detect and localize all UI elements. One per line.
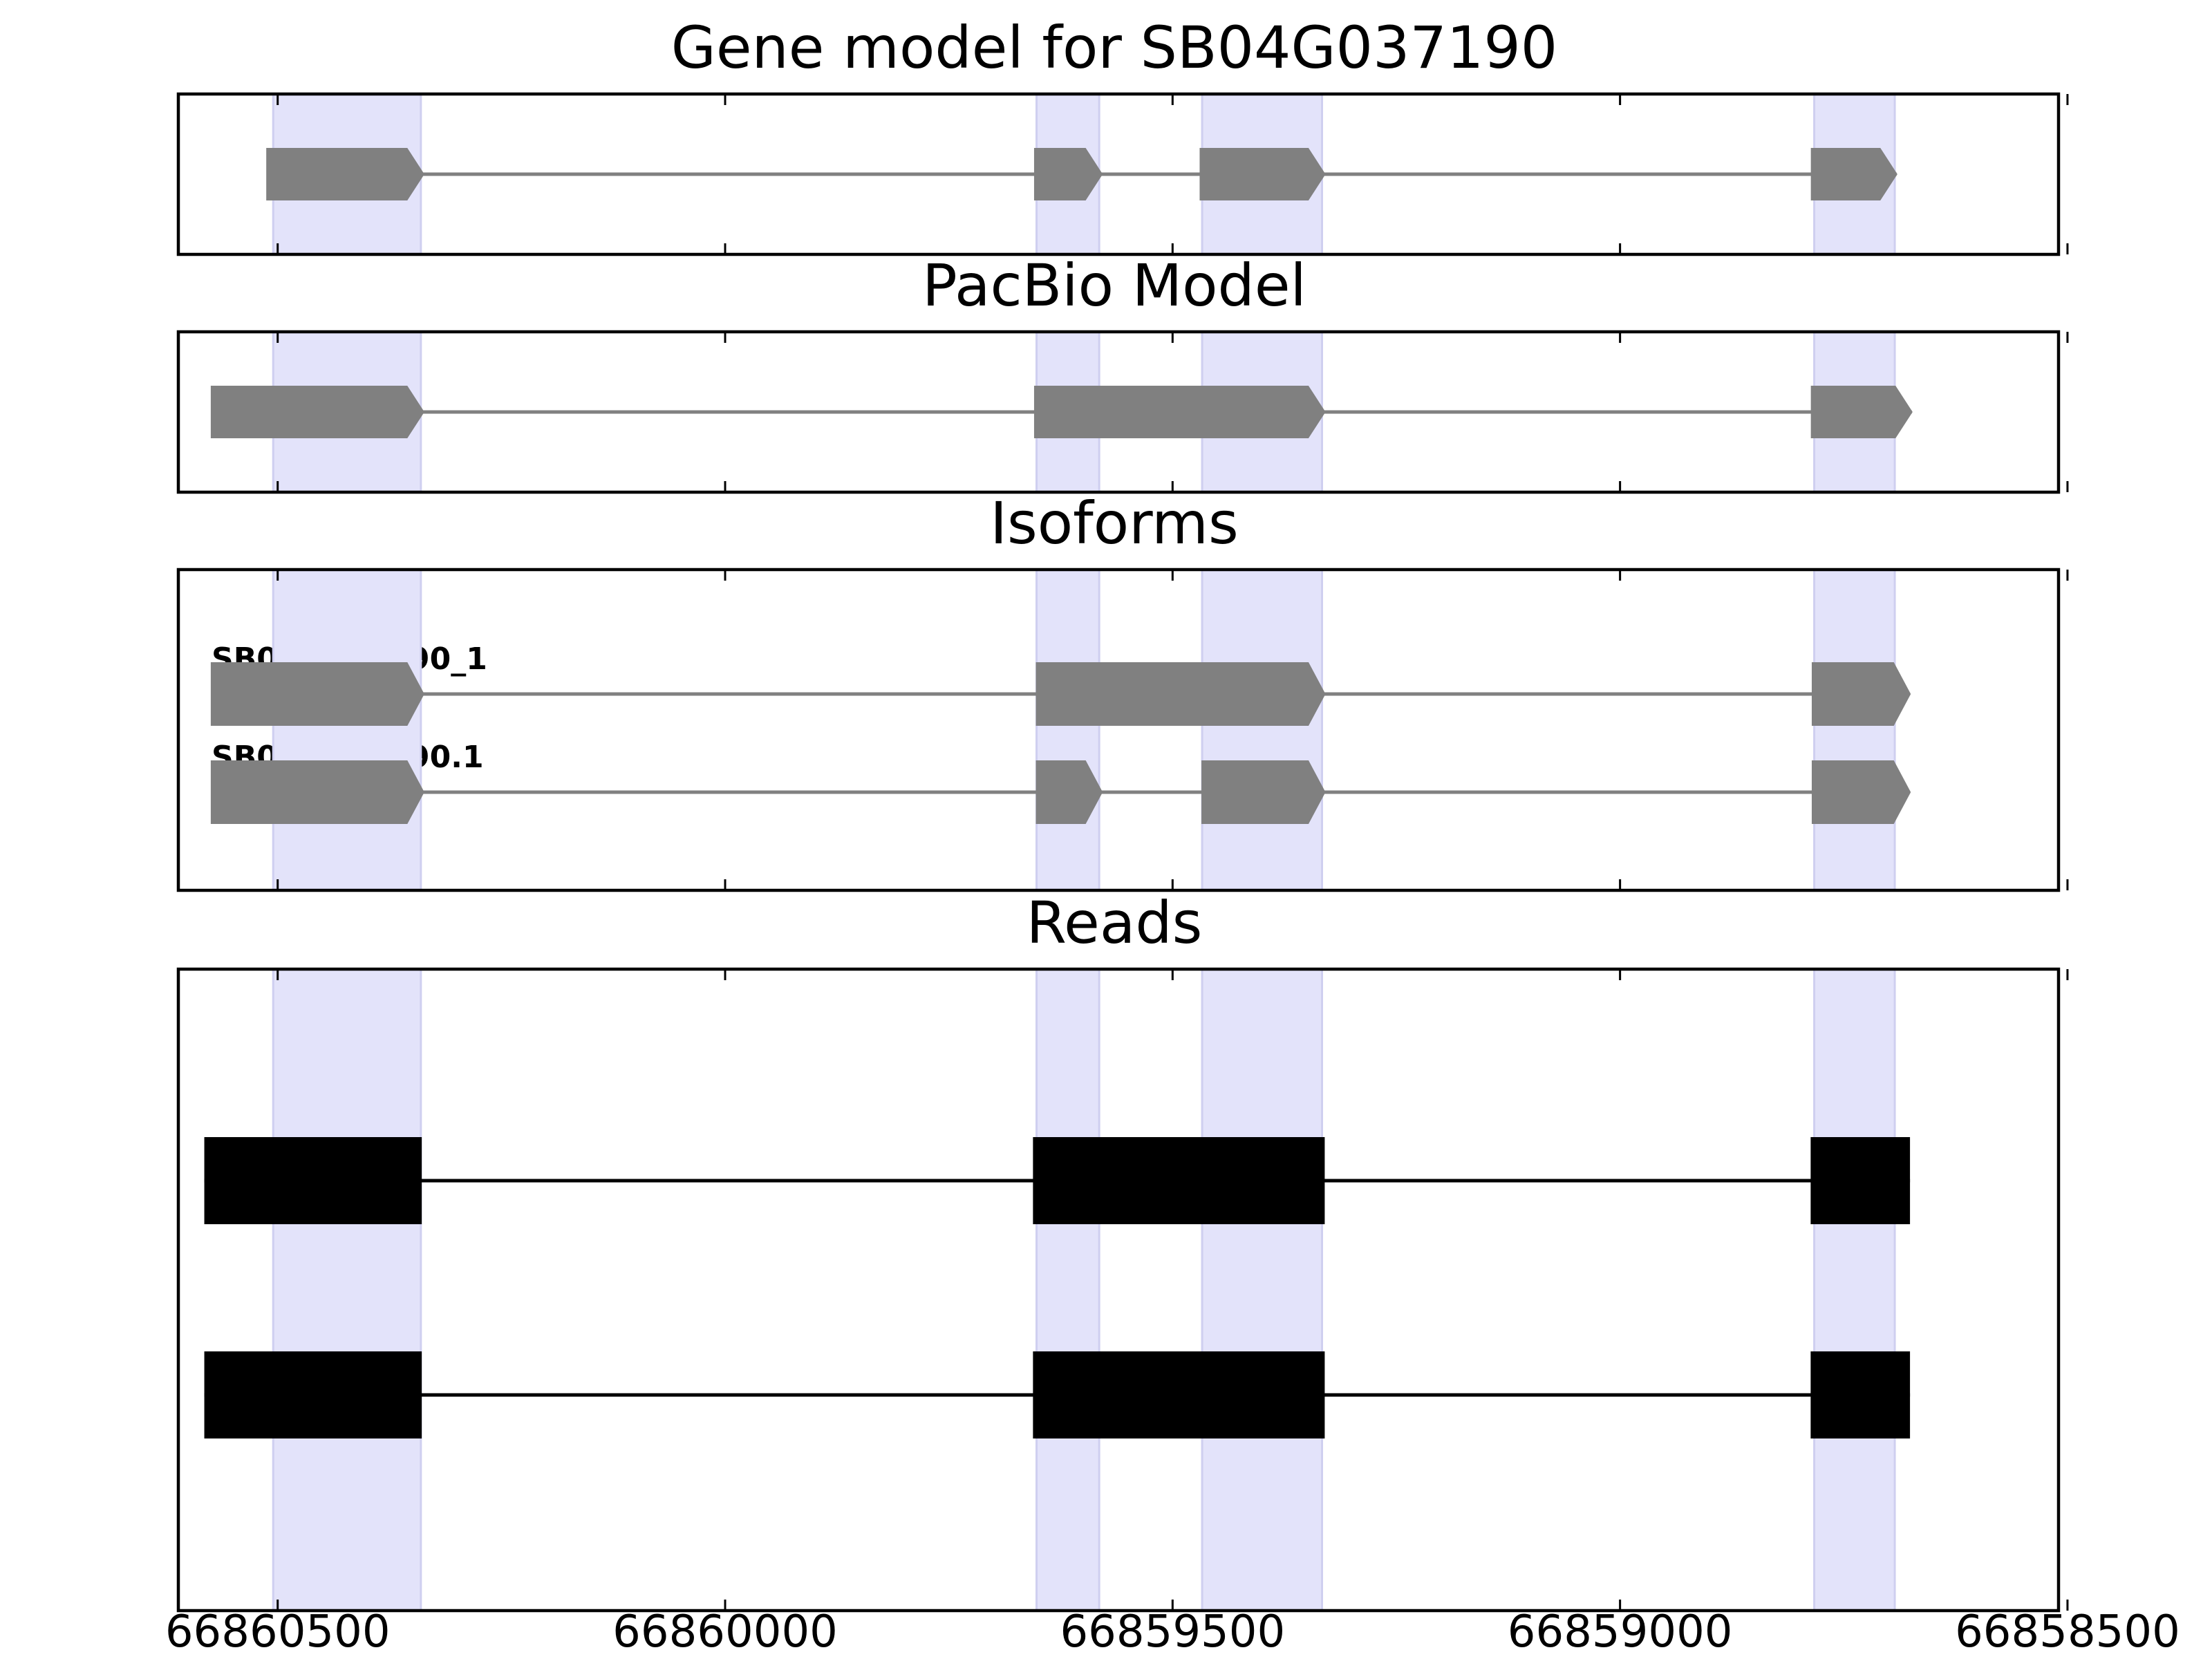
isoform-1-exon-3 <box>1811 662 1911 726</box>
read-2-exon-1 <box>204 1351 422 1438</box>
reads-highlight-4 <box>1813 968 1896 1612</box>
x-tick-label-1: 66860500 <box>165 1606 391 1658</box>
gene-model-exon-1 <box>266 148 424 200</box>
isoforms-panel <box>176 568 2069 892</box>
pacbio-exon-3 <box>1810 386 1913 438</box>
isoform-2-exon-2 <box>1035 760 1103 824</box>
reads-highlight-2 <box>1035 968 1100 1612</box>
panel-title-isoforms: Isoforms <box>990 489 1239 557</box>
gene-model-exon-3 <box>1199 148 1326 200</box>
gene-model-panel <box>176 92 2069 256</box>
panel-title-pacbio-model: PacBio Model <box>922 252 1306 319</box>
read-2-exon-2 <box>1033 1351 1325 1438</box>
pacbio-exon-2 <box>1033 386 1326 438</box>
gene-model-frame <box>176 92 2061 256</box>
isoform-1-exon-2 <box>1035 662 1326 726</box>
x-tick-label-4: 66859000 <box>1508 1606 1733 1658</box>
read-1-exon-2 <box>1033 1137 1325 1224</box>
isoform-2-exon-1 <box>210 760 424 824</box>
pacbio-model-panel <box>176 330 2069 494</box>
x-tick-label-3: 66859500 <box>1060 1606 1285 1658</box>
isoforms-highlight-1 <box>272 568 422 892</box>
read-1-exon-3 <box>1810 1137 1911 1224</box>
panel-title-reads: Reads <box>1027 889 1203 957</box>
reads-panel <box>176 967 2069 1613</box>
reads-highlight-3 <box>1201 968 1324 1612</box>
isoforms-highlight-3 <box>1201 568 1324 892</box>
gene-model-exon-4 <box>1810 148 1897 200</box>
isoform-2-exon-3 <box>1201 760 1326 824</box>
reads-highlight-1 <box>272 968 422 1612</box>
gene-model-exon-2 <box>1033 148 1103 200</box>
read-1-exon-1 <box>204 1137 422 1224</box>
read-2-exon-3 <box>1810 1351 1911 1438</box>
isoform-2-exon-4 <box>1811 760 1911 824</box>
pacbio-exon-1 <box>210 386 424 438</box>
x-tick-label-5: 66858500 <box>1955 1606 2180 1658</box>
isoforms-highlight-4 <box>1813 568 1896 892</box>
isoforms-frame <box>176 568 2061 892</box>
x-tick-label-2: 66860000 <box>612 1606 838 1658</box>
pacbio-frame <box>176 330 2061 494</box>
panel-title-gene-model: Gene model for SB04G037190 <box>671 14 1557 82</box>
isoform-1-exon-1 <box>210 662 424 726</box>
reads-frame <box>176 967 2061 1613</box>
x-axis-tick-labels: 66860500 66860000 66859500 66859000 66858500 <box>165 1606 2180 1658</box>
isoforms-highlight-2 <box>1035 568 1100 892</box>
